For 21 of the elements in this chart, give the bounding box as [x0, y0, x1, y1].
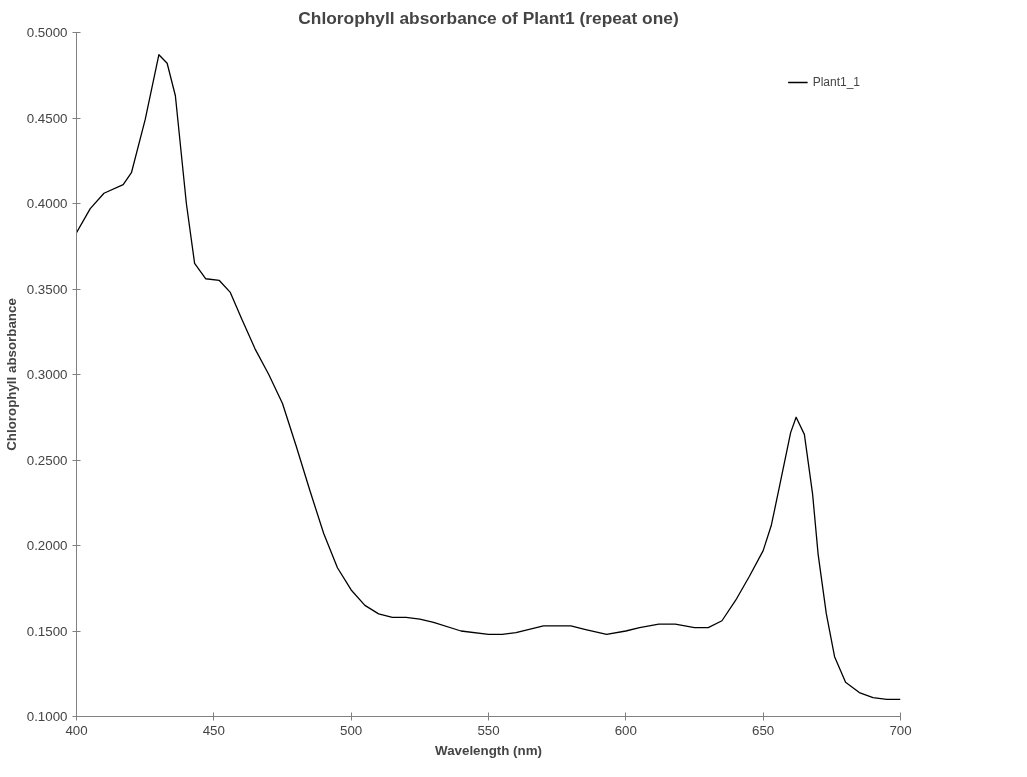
y-tick-label: 0.5000: [26, 25, 68, 40]
y-tick-label: 0.3500: [26, 281, 68, 297]
y-tick-label: 0.3000: [26, 367, 68, 382]
y-tick-label: 0.2000: [26, 538, 68, 553]
x-tick-label: 450: [202, 722, 225, 738]
y-tick-label: 0.1500: [26, 623, 68, 639]
x-tick-label: 550: [477, 722, 500, 738]
y-axis-title: Chlorophyll absorbance: [3, 298, 19, 451]
x-axis-title: Wavelength (nm): [435, 742, 542, 758]
x-tick-label: 700: [889, 722, 912, 738]
x-tick-label: 650: [752, 722, 775, 738]
x-tick-label: 600: [614, 722, 637, 738]
y-tick-label: 0.4500: [26, 110, 68, 126]
legend-label: Plant1_1: [812, 75, 860, 89]
x-tick-label: 500: [340, 722, 363, 738]
y-tick-label: 0.4000: [26, 196, 68, 211]
y-tick-label: 0.1000: [26, 709, 68, 724]
chart-title: Chlorophyll absorbance of Plant1 (repeat one): [298, 7, 679, 28]
line-series: [76, 54, 901, 701]
y-tick-label: 0.2500: [26, 452, 68, 468]
x-tick-label: 400: [65, 722, 88, 738]
